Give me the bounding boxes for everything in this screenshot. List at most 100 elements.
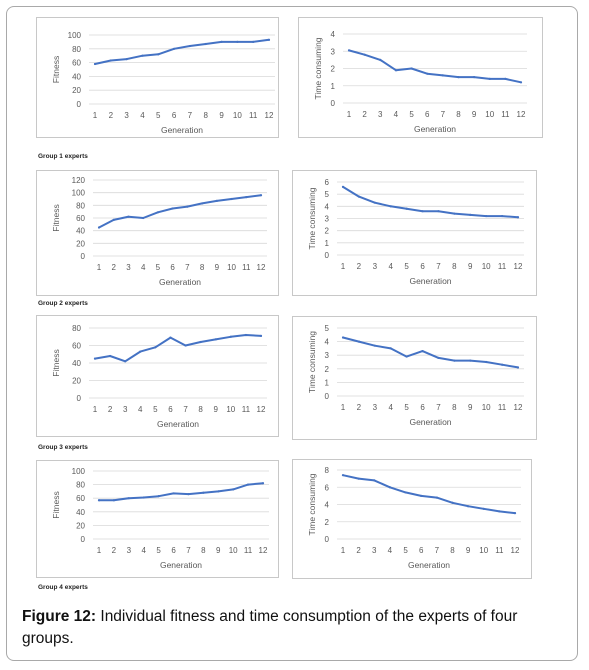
data-point <box>519 81 523 84</box>
x-tick-label: 1 <box>93 111 98 120</box>
y-tick-label: 4 <box>325 338 330 347</box>
y-tick-label: 40 <box>72 72 81 81</box>
x-tick-label: 4 <box>138 405 143 414</box>
x-tick-label: 3 <box>373 262 378 271</box>
data-point <box>171 207 174 210</box>
x-axis-label: Generation <box>159 277 201 287</box>
x-tick-label: 6 <box>168 405 173 414</box>
x-tick-label: 2 <box>357 262 362 271</box>
x-tick-label: 8 <box>450 546 455 555</box>
data-point <box>93 62 97 66</box>
x-tick-label: 10 <box>485 110 494 119</box>
data-point <box>437 356 440 360</box>
x-tick-label: 3 <box>127 546 132 555</box>
data-point <box>435 496 438 499</box>
data-point <box>127 215 130 218</box>
x-tick-label: 4 <box>389 403 394 412</box>
y-tick-label: 6 <box>325 178 330 187</box>
data-point <box>420 494 423 497</box>
x-tick-label: 4 <box>389 262 394 271</box>
data-point <box>232 488 235 491</box>
y-tick-label: 1 <box>325 239 330 248</box>
data-point <box>472 76 476 79</box>
chart-panel-g2-time: 0 1 2 3 4 5 6 1 2 3 4 5 6 7 8 9 10 11 12 Generation Time con… <box>292 170 537 296</box>
data-point <box>426 72 429 75</box>
data-point <box>516 366 520 369</box>
data-point <box>498 510 501 513</box>
x-tick-label: 6 <box>420 403 425 412</box>
y-tick-label: 80 <box>76 201 85 210</box>
y-axis-label: Fitness <box>51 349 61 376</box>
data-point <box>199 340 202 344</box>
data-point <box>188 44 192 48</box>
data-point <box>97 499 101 502</box>
data-point <box>437 210 440 213</box>
x-tick-label: 1 <box>341 546 346 555</box>
y-tick-label: 1 <box>325 378 330 387</box>
data-point <box>169 336 172 339</box>
x-axis-label: Generation <box>408 560 450 570</box>
data-point <box>513 512 517 515</box>
x-tick-label: 5 <box>153 405 158 414</box>
x-tick-label: 11 <box>498 403 507 412</box>
x-tick-label: 10 <box>479 546 488 555</box>
y-axis-label: Fitness <box>51 56 61 83</box>
data-point <box>347 49 351 52</box>
x-tick-label: 9 <box>472 110 477 119</box>
x-tick-label: 8 <box>204 111 209 120</box>
data-point <box>469 359 472 362</box>
data-point <box>394 69 398 72</box>
x-axis-label: Generation <box>409 417 451 427</box>
y-tick-label: 80 <box>76 481 85 490</box>
x-tick-label: 5 <box>409 110 414 119</box>
x-axis-label: Generation <box>161 125 203 135</box>
data-point <box>373 344 376 347</box>
data-point <box>156 211 160 214</box>
y-tick-label: 120 <box>72 176 86 185</box>
y-tick-label: 20 <box>72 86 81 95</box>
y-tick-label: 0 <box>325 392 330 401</box>
data-point <box>379 58 382 61</box>
chart-panel-g4-fitness: 0 20 40 60 80 100 1 2 3 4 5 6 7 8 9 10 11 12 Generation Fit… <box>36 460 279 578</box>
data-point <box>93 357 97 360</box>
x-tick-label: 3 <box>378 110 383 119</box>
data-point <box>388 486 392 489</box>
x-tick-label: 3 <box>126 263 131 272</box>
data-point <box>405 355 408 358</box>
x-tick-label: 2 <box>112 546 117 555</box>
y-tick-label: 20 <box>72 377 81 386</box>
x-tick-label: 1 <box>97 546 102 555</box>
x-tick-label: 7 <box>183 405 188 414</box>
y-tick-label: 2 <box>325 365 330 374</box>
x-tick-label: 12 <box>511 546 520 555</box>
series-line <box>98 482 264 502</box>
data-point <box>341 474 345 477</box>
x-tick-label: 8 <box>200 263 205 272</box>
data-point <box>469 213 472 216</box>
x-tick-label: 6 <box>419 546 424 555</box>
chart-panel-g2-fitness: 0 20 40 60 80 100 120 1 2 3 4 5 6 7 8 9 10 11 12 Generation… <box>36 170 279 296</box>
x-tick-label: 1 <box>93 405 98 414</box>
data-point <box>186 205 189 208</box>
group-4-label: Group 4 experts <box>38 584 88 591</box>
x-tick-label: 6 <box>425 110 430 119</box>
data-point <box>389 347 392 350</box>
data-point <box>457 76 460 79</box>
x-tick-label: 12 <box>265 111 274 120</box>
y-axis-label: Time consuming <box>307 187 317 249</box>
x-tick-label: 2 <box>112 263 117 272</box>
data-point <box>142 496 145 499</box>
data-point <box>421 210 424 213</box>
y-tick-label: 2 <box>325 227 330 236</box>
y-axis-label: Time consuming <box>307 331 317 393</box>
x-tick-label: 5 <box>156 111 161 120</box>
y-tick-label: 0 <box>325 251 330 260</box>
x-tick-label: 5 <box>156 263 161 272</box>
data-point <box>482 507 485 510</box>
series-line <box>342 474 516 515</box>
x-tick-label: 7 <box>186 546 191 555</box>
y-tick-label: 100 <box>72 189 86 198</box>
